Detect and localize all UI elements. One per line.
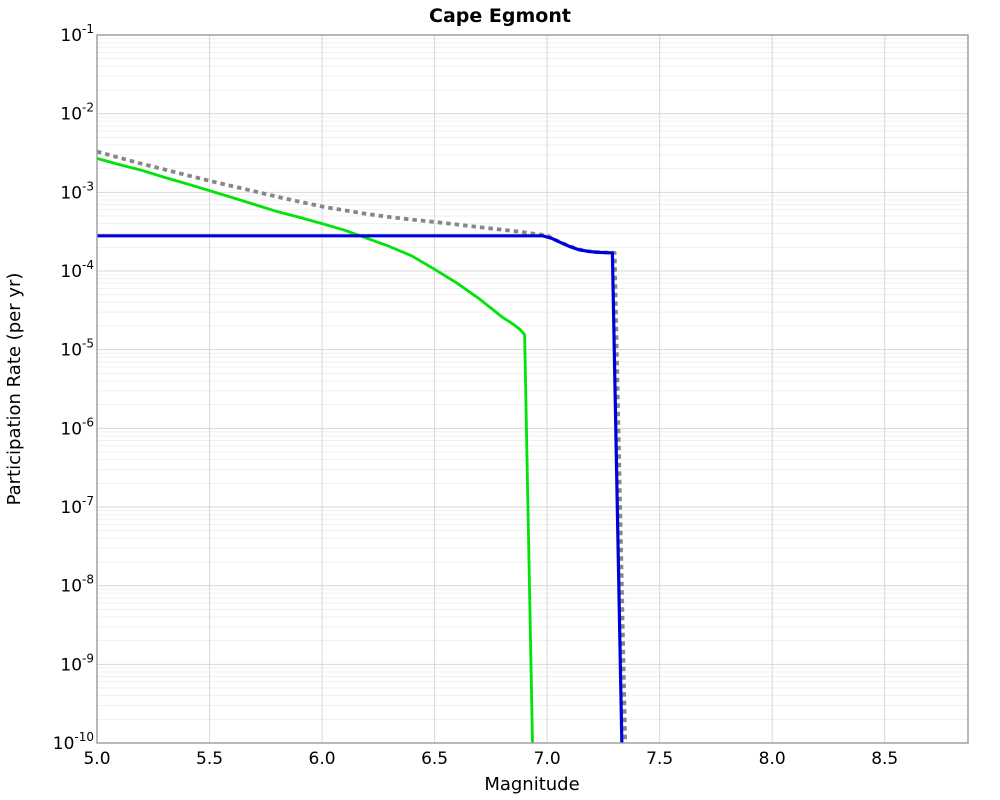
y-tick-label: 10-5 — [60, 337, 94, 361]
y-tick-label: 10-8 — [60, 573, 94, 597]
y-axis-tick-labels: 10-110-210-310-410-510-610-710-810-910-1… — [53, 22, 94, 754]
x-axis-label: Magnitude — [484, 774, 579, 795]
x-tick-label: 5.0 — [83, 749, 110, 769]
y-tick-label: 10-6 — [60, 415, 94, 439]
plot-border — [96, 34, 969, 744]
series-blue-floor-curve — [97, 234, 624, 744]
x-tick-label: 7.5 — [646, 749, 673, 769]
x-tick-label: 5.5 — [196, 749, 223, 769]
x-tick-label: 8.5 — [871, 749, 898, 769]
x-tick-label: 6.5 — [421, 749, 448, 769]
y-tick-label: 10-4 — [60, 258, 94, 282]
y-tick-label: 10-1 — [60, 22, 94, 46]
data-series-group — [96, 149, 628, 744]
x-tick-label: 6.0 — [309, 749, 336, 769]
series-gutenberg-richter-dotted — [96, 149, 628, 744]
x-axis-tick-labels: 5.0 5.5 6.0 6.5 7.0 7.5 8.0 8.5 — [83, 749, 898, 769]
x-tick-label: 8.0 — [759, 749, 786, 769]
minor-gridlines — [97, 38, 968, 720]
y-tick-label: 10-2 — [60, 101, 94, 125]
chart-title: Cape Egmont — [429, 5, 571, 27]
y-tick-label: 10-3 — [60, 179, 94, 203]
series-green-curve — [96, 157, 534, 744]
y-tick-label: 10-9 — [60, 651, 94, 675]
major-gridlines — [97, 34, 968, 744]
y-axis-label: Participation Rate (per yr) — [4, 273, 25, 506]
y-tick-label: 10-7 — [60, 494, 94, 518]
x-tick-label: 7.0 — [534, 749, 561, 769]
